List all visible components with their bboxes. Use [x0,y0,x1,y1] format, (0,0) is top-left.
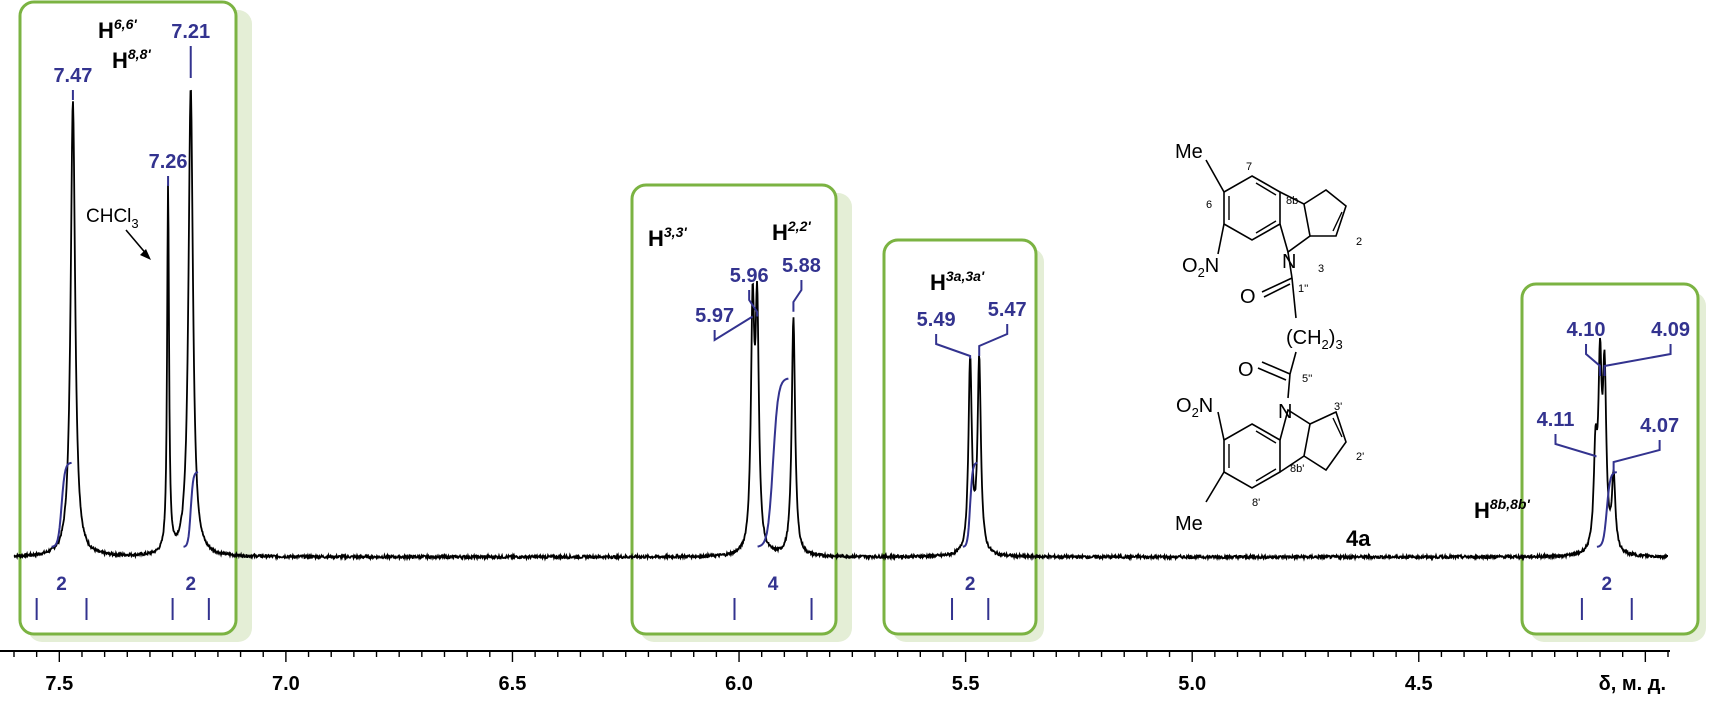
locant: 6 [1206,199,1212,211]
x-tick-label: 5.0 [1178,673,1206,695]
locant: 8b' [1290,463,1304,475]
peak-leader [792,280,803,312]
integral-value: 2 [1602,574,1613,595]
peak-leader [935,334,972,359]
x-tick-label: 5.5 [952,673,980,695]
peak-label: 4.07 [1640,415,1679,437]
peak-label: 7.26 [149,151,188,173]
peak-label: 4.10 [1567,319,1606,341]
integral-value: 2 [56,574,67,595]
peak-leader [978,324,1009,356]
integral-value: 4 [768,574,779,595]
peak-leader [1554,434,1597,458]
peak-label: 5.96 [730,265,769,287]
nitrogen-label: N [1278,401,1292,423]
integral-curve [1596,471,1617,548]
assignment-label: H2,2' [772,218,811,245]
highlight-box [18,0,238,636]
benzene-ring-upper [1223,175,1281,241]
locant: 1'' [1298,283,1308,295]
locant: 7 [1246,161,1252,173]
x-tick-label: 6.0 [725,673,753,695]
peak-label: 5.49 [917,309,956,331]
highlight-box-fill [21,3,235,633]
peak-label: 5.88 [782,255,821,277]
assignment-label: H3,3' [648,224,687,251]
assignment-label: H8b,8b' [1474,496,1530,523]
peak-label: 4.09 [1651,319,1690,341]
methyl-label: Me [1175,141,1203,163]
oxygen-label: O [1240,286,1256,308]
peak-label: 7.47 [53,65,92,87]
highlight-box [1520,282,1700,636]
peak-leader [1603,344,1672,376]
locant: 2 [1356,236,1362,248]
locant: 5'' [1302,373,1312,385]
locant: 3 [1318,263,1324,275]
x-tick-label: 7.0 [272,673,300,695]
locant: 8' [1252,497,1260,509]
peak-leader [748,290,759,317]
locant: 2' [1356,451,1364,463]
assignment-label: H6,6' [98,16,137,43]
locant: 3' [1334,401,1342,413]
chemical-structure [1205,159,1347,503]
integral-curve [962,461,978,548]
solvent-annotation: CHCl3 [86,206,151,260]
x-tick-label: 4.5 [1405,673,1433,695]
nitrogen-label: N [1282,251,1296,273]
peak-leader [713,315,754,342]
chain-label: (CH2)3 [1286,327,1343,352]
methyl-label: Me [1175,513,1203,535]
peak-leader [1612,440,1661,472]
integral-curve [51,461,72,548]
oxygen-label: O [1238,359,1254,381]
locant: 8b [1286,195,1298,207]
integral-curve [757,377,789,548]
assignment-label: H8,8' [112,46,151,73]
nitro-label: O2N [1182,255,1219,280]
integral-curve [183,471,199,548]
highlight-box [630,183,838,636]
spectrum-trace [13,89,1669,562]
x-tick-label: 7.5 [45,673,73,695]
peak-label: 7.21 [171,21,210,43]
benzene-ring-lower [1223,423,1281,489]
peak-label: 4.11 [1537,409,1575,431]
peak-label: 5.97 [695,305,734,327]
nitro-label: O2N [1176,395,1213,420]
solvent-arrowhead [140,249,151,260]
solvent-label: CHCl3 [86,206,139,231]
assignment-label: H3a,3a' [930,268,985,295]
integral-value: 2 [185,574,196,595]
structure-labels: Me Me O2N O2N N N O O (CH2)3 7 6 8b 2 3 … [1175,141,1371,551]
peak-label: 5.47 [988,299,1027,321]
x-tick-label: 6.5 [499,673,527,695]
peak-leader [1585,344,1602,376]
integral-value: 2 [965,574,976,595]
x-axis-label: δ, м. д. [1599,673,1666,695]
compound-label: 4a [1346,526,1371,551]
